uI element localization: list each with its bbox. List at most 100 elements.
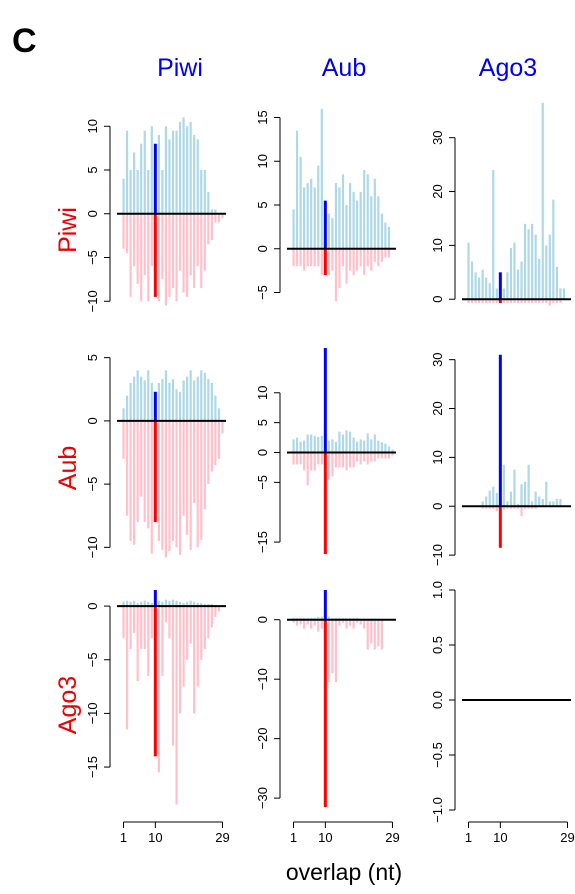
bar-negative-6 (310, 452, 313, 471)
bar-negative-15 (171, 213, 175, 289)
x-axis-col-1: 1 10 29 (120, 821, 230, 845)
bar-positive-18 (182, 117, 185, 214)
bar-negative-1 (122, 420, 125, 459)
bar-negative-19 (186, 606, 189, 660)
bar-negative-22 (541, 299, 544, 303)
bar-negative-2 (295, 452, 299, 465)
bar-positive-9 (495, 493, 498, 507)
y-tick-label: −10 (255, 668, 270, 690)
bar-positive-2 (125, 395, 129, 421)
bar-positive-14 (168, 382, 171, 421)
bar-negative-5 (306, 452, 309, 486)
bar-negative-26 (555, 299, 558, 303)
bar-negative-25 (377, 452, 380, 459)
bar-negative-17 (178, 420, 182, 555)
bar-positive-20 (189, 121, 192, 214)
bar-negative-20 (189, 606, 192, 644)
y-tick-label: −0.5 (430, 742, 445, 768)
bar-positive-21 (538, 258, 541, 300)
bar-negative-8 (317, 248, 320, 267)
bar-positive-4 (478, 277, 481, 300)
bar-negative-4 (478, 299, 481, 303)
bar-negative-23 (545, 299, 548, 303)
bar-positive-26 (380, 213, 383, 249)
bar-positive-6 (485, 496, 488, 507)
x-axes: 1 10 29 1 10 29 1 10 29 (120, 821, 575, 845)
bar-positive-19 (356, 200, 359, 249)
bar-positive-27 (384, 222, 387, 249)
panel-grid: −10 −5 0 5 10 −5 0 5 10 15 0 10 20 30 −10 −5 0 5 −15 −5 0 5 10… (85, 102, 571, 823)
bar-positive-25 (377, 440, 380, 453)
bar-negative-21 (193, 213, 196, 289)
bar-positive-7 (313, 435, 316, 453)
bar-negative-18 (352, 248, 355, 275)
bar-negative-28 (217, 420, 221, 459)
bar-positive-11 (502, 288, 505, 300)
bar-positive-22 (196, 376, 199, 421)
bar-negative-3 (299, 452, 302, 465)
bar-positive-18 (182, 380, 185, 421)
bar-positive-22 (541, 498, 544, 507)
bar-positive-10 (498, 354, 502, 507)
x-tick-label: 10 (493, 830, 507, 845)
panel-aub-ago3: −10 0 10 20 30 (430, 352, 571, 566)
bar-positive-15 (171, 379, 175, 421)
bar-negative-20 (359, 452, 362, 465)
panel-piwi-piwi: −10 −5 0 5 10 (85, 117, 226, 312)
bar-positive-11 (157, 382, 160, 421)
bar-positive-7 (143, 600, 146, 607)
bar-positive-5 (136, 602, 139, 607)
bar-negative-10 (323, 619, 327, 808)
bar-positive-12 (331, 439, 334, 453)
bar-negative-5 (136, 606, 139, 682)
bar-positive-24 (203, 170, 206, 214)
x-tick-label: 1 (465, 830, 472, 845)
bar-negative-28 (217, 606, 221, 612)
bar-positive-21 (193, 601, 196, 607)
bar-negative-7 (488, 299, 491, 303)
x-tick-label: 29 (215, 830, 229, 845)
y-tick-label: 20 (430, 401, 445, 415)
bar-positive-29 (391, 449, 394, 453)
y-tick-label: −10 (430, 544, 445, 566)
bar-negative-25 (207, 420, 210, 485)
bar-positive-4 (133, 376, 136, 421)
bar-negative-12 (161, 606, 164, 676)
bar-negative-14 (338, 248, 341, 289)
panel-ago3-aub: −30 −20 −10 0 (255, 590, 396, 809)
bar-positive-2 (470, 261, 474, 300)
bar-positive-8 (317, 436, 320, 453)
bar-negative-14 (168, 213, 171, 297)
bar-negative-8 (147, 213, 150, 302)
bar-positive-25 (552, 501, 555, 507)
bar-positive-27 (559, 498, 562, 507)
bar-negative-1 (292, 248, 295, 267)
bar-positive-27 (384, 443, 387, 453)
y-tick-label: 5 (255, 201, 270, 208)
bar-negative-9 (320, 452, 323, 465)
bar-negative-26 (210, 606, 213, 628)
bar-positive-5 (306, 434, 309, 453)
bar-positive-10 (153, 143, 157, 214)
bar-negative-1 (292, 452, 295, 465)
bar-negative-26 (380, 248, 383, 262)
bar-negative-27 (384, 248, 387, 258)
bar-positive-6 (140, 376, 143, 421)
bar-positive-24 (548, 501, 551, 507)
bar-negative-16 (345, 619, 348, 629)
bar-positive-3 (299, 441, 302, 453)
bar-negative-11 (327, 452, 330, 480)
y-tick-label: 0 (255, 449, 270, 456)
bar-negative-11 (157, 213, 160, 302)
bar-positive-22 (196, 139, 199, 214)
bar-negative-10 (498, 506, 502, 548)
bar-negative-12 (331, 452, 334, 477)
bar-negative-23 (200, 420, 203, 540)
y-tick-label: 5 (255, 419, 270, 426)
bar-negative-8 (492, 506, 495, 509)
bar-positive-5 (481, 269, 484, 300)
bar-positive-3 (129, 170, 132, 214)
bar-negative-10 (153, 213, 157, 297)
bar-negative-17 (178, 606, 182, 714)
